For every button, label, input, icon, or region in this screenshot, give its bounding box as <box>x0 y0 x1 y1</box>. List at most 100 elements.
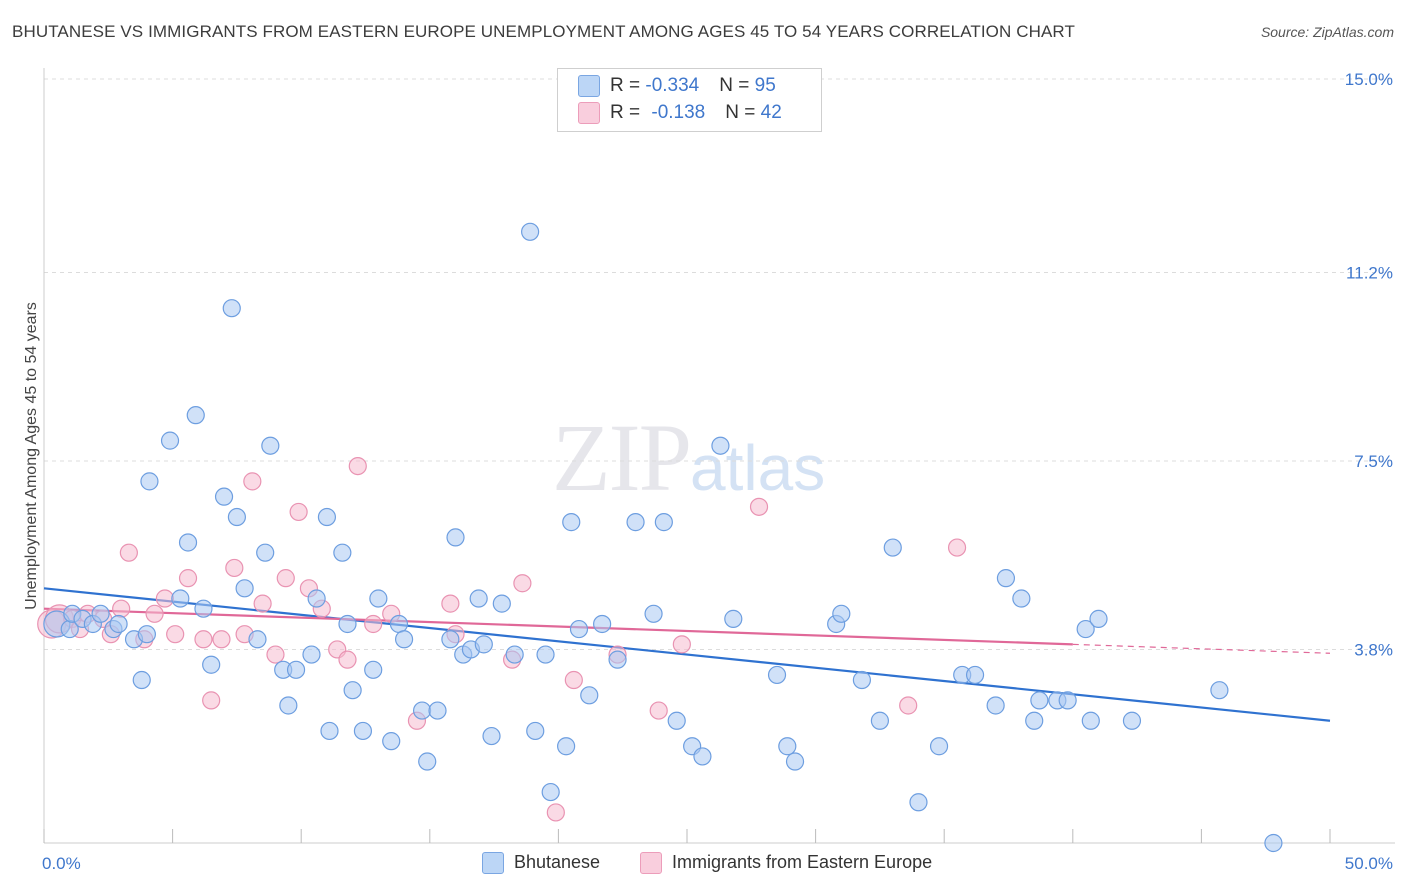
point-bhutanese <box>1264 833 1283 853</box>
point-bhutanese <box>474 635 493 654</box>
point-bhutanese <box>214 487 234 506</box>
point-bhutanese <box>654 513 673 532</box>
legend-r-value: -0.334 <box>645 75 700 97</box>
point-bhutanese <box>1012 589 1031 608</box>
point-bhutanese <box>482 726 501 746</box>
y-tick-label: 3.8% <box>1354 640 1393 659</box>
point-bhutanese <box>1025 711 1044 730</box>
point-eastern-europe <box>253 594 272 613</box>
point-bhutanese <box>364 660 383 679</box>
chart-title: BHUTANESE VS IMMIGRANTS FROM EASTERN EUR… <box>12 22 1075 41</box>
point-bhutanese <box>832 604 851 623</box>
axes <box>43 68 1395 844</box>
tick-labels: 3.8% 7.5% 11.2% 15.0% 0.0% 50.0% <box>42 70 1393 873</box>
point-bhutanese <box>1210 681 1229 700</box>
point-bhutanese <box>256 543 275 562</box>
point-bhutanese <box>137 625 156 644</box>
point-eastern-europe <box>749 497 769 516</box>
point-bhutanese <box>521 222 540 241</box>
point-bhutanese <box>227 507 246 527</box>
point-eastern-europe <box>289 502 308 522</box>
legend-row-bhutanese: R = -0.334 N = 95 <box>578 75 776 99</box>
point-bhutanese <box>580 686 599 705</box>
point-bhutanese <box>526 721 545 741</box>
trend-extension-eastern-europe <box>1072 643 1331 654</box>
point-bhutanese <box>562 513 581 532</box>
point-bhutanese <box>1030 691 1049 710</box>
point-bhutanese <box>132 670 151 690</box>
source-label: Source: ZipAtlas.com <box>1260 24 1394 40</box>
point-eastern-europe <box>441 594 460 613</box>
point-bhutanese <box>140 472 159 491</box>
y-tick-label: 7.5% <box>1354 452 1393 471</box>
point-bhutanese <box>286 660 306 679</box>
bottom-legend-eastern-europe: Immigrants from Eastern Europe <box>640 852 933 875</box>
bottom-legend-label: Immigrants from Eastern Europe <box>672 852 933 872</box>
point-bhutanese <box>160 431 180 450</box>
legend-r-label: R = <box>610 102 646 124</box>
point-bhutanese <box>394 630 414 649</box>
point-bhutanese <box>202 655 221 674</box>
point-bhutanese <box>965 665 985 685</box>
point-bhutanese <box>541 782 560 802</box>
bottom-legend-label: Bhutanese <box>514 852 601 872</box>
point-bhutanese <box>536 645 555 664</box>
point-bhutanese <box>909 793 928 812</box>
point-bhutanese <box>320 721 339 741</box>
point-bhutanese <box>644 604 663 623</box>
point-bhutanese <box>446 528 465 547</box>
point-eastern-europe <box>546 803 565 822</box>
point-bhutanese <box>317 507 337 527</box>
point-eastern-europe <box>194 630 213 649</box>
point-bhutanese <box>261 436 280 455</box>
point-bhutanese <box>996 569 1016 588</box>
point-eastern-europe <box>672 635 691 654</box>
point-eastern-europe <box>513 574 532 593</box>
point-bhutanese <box>711 436 730 455</box>
point-eastern-europe <box>166 625 185 644</box>
point-eastern-europe <box>564 670 583 690</box>
point-bhutanese <box>441 630 460 649</box>
point-bhutanese <box>428 701 447 720</box>
point-bhutanese <box>369 589 388 608</box>
point-bhutanese <box>109 614 128 634</box>
point-bhutanese <box>1058 691 1077 710</box>
trend-line-bhutanese <box>43 587 1331 722</box>
point-bhutanese <box>333 543 352 562</box>
point-bhutanese <box>1076 619 1095 639</box>
point-bhutanese <box>248 630 267 649</box>
point-eastern-europe <box>338 650 357 669</box>
point-eastern-europe <box>212 630 231 649</box>
point-bhutanese <box>222 299 241 318</box>
legend-row-eastern-europe: R = -0.138 N = 42 <box>578 102 782 126</box>
point-bhutanese <box>1122 711 1142 730</box>
legend-r-value: -0.138 <box>651 102 706 124</box>
point-eastern-europe <box>202 691 221 710</box>
point-eastern-europe <box>364 614 383 634</box>
legend-n-label: N = <box>719 75 755 97</box>
point-eastern-europe <box>899 696 918 715</box>
point-eastern-europe <box>119 543 138 562</box>
point-bhutanese <box>186 406 205 425</box>
point-eastern-europe <box>649 701 668 720</box>
point-bhutanese <box>569 619 589 639</box>
point-bhutanese <box>1089 609 1108 628</box>
legend-swatch-pink <box>578 102 600 124</box>
point-bhutanese <box>178 533 198 552</box>
point-bhutanese <box>338 614 357 634</box>
point-bhutanese <box>986 696 1005 715</box>
point-eastern-europe <box>243 472 262 491</box>
point-bhutanese <box>302 645 321 664</box>
point-eastern-europe <box>145 604 164 623</box>
point-bhutanese <box>626 513 645 532</box>
point-bhutanese <box>343 681 362 700</box>
bottom-swatch-pink <box>640 852 662 875</box>
point-eastern-europe <box>348 456 367 476</box>
legend-r-label: R = <box>610 75 646 97</box>
point-bhutanese <box>767 665 787 685</box>
legend-n-value: 95 <box>754 75 776 97</box>
point-eastern-europe <box>178 569 198 588</box>
point-bhutanese <box>235 579 254 598</box>
point-bhutanese <box>307 589 326 608</box>
point-bhutanese <box>870 711 890 730</box>
